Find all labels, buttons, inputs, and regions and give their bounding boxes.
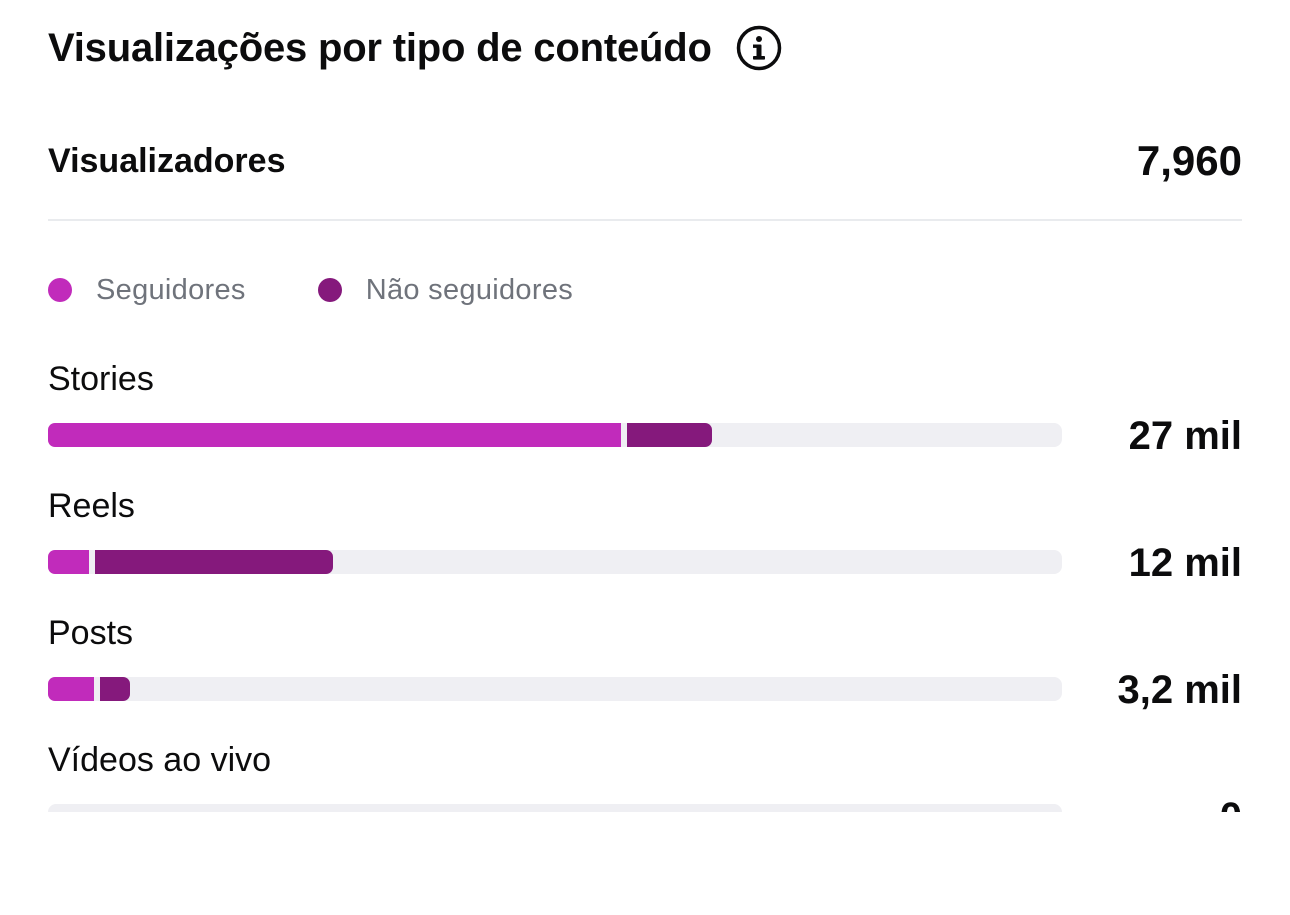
content-type-chart: Stories 27 mil Reels 12 mil Posts 3,2 mi… [48,358,1242,812]
content-row-live-videos: Vídeos ao vivo 0 [48,739,1242,812]
bar-track [48,677,1062,701]
category-value: 12 mil [1128,541,1242,585]
viewers-summary: Visualizadores 7,960 [48,133,1242,189]
category-label: Stories [48,360,154,398]
viewers-value: 7,960 [1136,137,1242,184]
bar-segment-followers [48,423,621,447]
legend-item-followers: Seguidores [48,274,246,307]
content-row-stories: Stories 27 mil [48,358,1242,468]
category-label: Posts [48,614,134,652]
category-label: Reels [48,487,135,525]
legend-item-non-followers: Não seguidores [317,273,574,307]
chart-legend: Seguidores Não seguidores [48,270,645,310]
bar-track [48,423,1062,447]
category-value: 3,2 mil [1117,668,1242,712]
bar-track [48,550,1062,574]
bar-segment-non-followers [627,423,712,447]
legend-label-followers: Seguidores [96,273,246,306]
info-icon[interactable] [736,25,782,71]
card-header: Visualizações por tipo de conteúdo [48,22,782,74]
content-row-posts: Posts 3,2 mil [48,612,1242,722]
legend-dot-followers [48,278,72,302]
bar-segment-non-followers [95,550,333,574]
viewers-label: Visualizadores [48,141,286,180]
category-value: 27 mil [1128,414,1242,458]
content-row-reels: Reels 12 mil [48,485,1242,595]
bar-segment-non-followers [100,677,130,701]
legend-label-non-followers: Não seguidores [365,273,574,306]
divider [48,219,1242,221]
bar-segment-followers [48,550,89,574]
category-label: Vídeos ao vivo [48,741,272,779]
info-circle-icon [736,25,781,71]
bar-track [48,804,1062,812]
card-title: Visualizações por tipo de conteúdo [48,25,712,70]
category-value: 0 [1220,792,1242,812]
legend-dot-non-followers [317,278,342,302]
bar-segment-followers [48,677,94,701]
